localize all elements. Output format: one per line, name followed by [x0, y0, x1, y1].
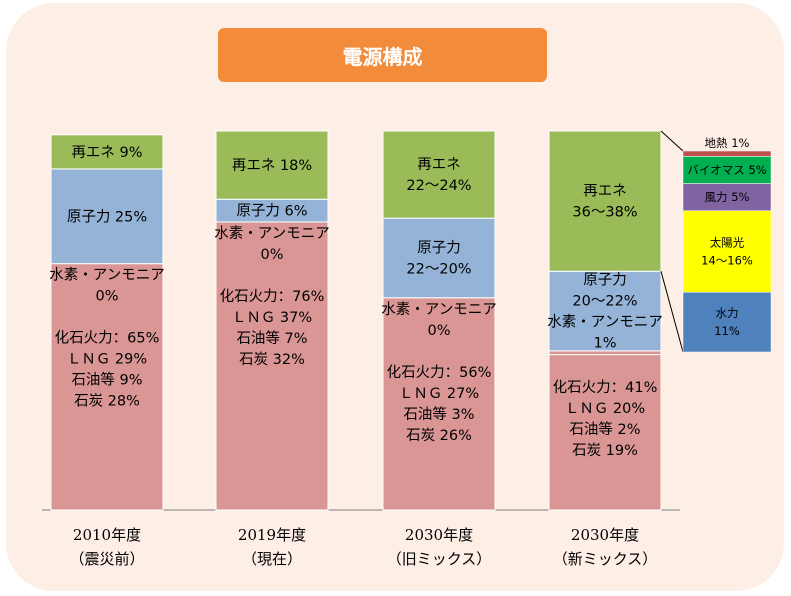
- data-label: 化石火力：65%: [55, 330, 160, 347]
- bar-segment-再エネ: [382, 130, 496, 219]
- bar-segment-化石火力: [548, 354, 662, 511]
- data-label: 石炭 26%: [406, 427, 472, 444]
- data-label: 1%: [593, 336, 616, 352]
- breakdown-segment-風力 5%: [682, 183, 772, 212]
- connector-line: [660, 130, 684, 152]
- data-label: 石油等 2%: [569, 420, 640, 438]
- data-label: 再エネ: [417, 156, 461, 173]
- breakdown-segment-バイオマス 5%: [682, 156, 772, 184]
- data-label: 石炭 32%: [239, 351, 305, 368]
- bar-segment-原子力: [50, 168, 164, 265]
- category-label: （震災前）: [69, 550, 144, 568]
- bar-segment-再エネ: [215, 130, 329, 200]
- category-label: 2030年度: [405, 526, 473, 544]
- chart-title-box: 電源構成: [218, 28, 547, 82]
- category-label: 2010年度: [73, 526, 141, 544]
- breakdown-segment-太陽光 14～16%: [682, 210, 772, 293]
- category-label: 2030年度: [571, 526, 639, 544]
- data-label: 原子力 6%: [236, 203, 307, 220]
- data-label: 36～38%: [572, 205, 637, 221]
- data-label: 原子力 25%: [67, 208, 147, 225]
- bar-segment-原子力: [382, 217, 496, 299]
- bar-segment-化石火力: [382, 297, 496, 511]
- chart-title: 電源構成: [342, 44, 423, 69]
- data-label: 0%: [427, 323, 450, 339]
- data-label: 石炭 19%: [572, 442, 638, 459]
- data-label: 再エネ 18%: [232, 157, 312, 174]
- data-label: 0%: [260, 247, 283, 263]
- data-label: 再エネ 9%: [71, 144, 142, 161]
- breakdown-label: 地熱 1%: [705, 136, 750, 150]
- connector-line: [660, 271, 684, 353]
- category-label: （旧ミックス）: [387, 550, 492, 568]
- bar-segment-再エネ: [548, 130, 662, 272]
- data-label: 22～24%: [406, 178, 471, 194]
- breakdown-label: 14～16%: [701, 254, 753, 268]
- data-label: 水素・アンモニア: [381, 301, 496, 318]
- data-label: 0%: [95, 289, 118, 305]
- data-label: 22～20%: [406, 261, 471, 277]
- data-label: ＬＮＧ 37%: [232, 310, 312, 326]
- data-label: 20～22%: [572, 294, 637, 310]
- category-label: （現在）: [242, 550, 302, 568]
- data-label: 化石火力：41%: [553, 379, 658, 396]
- data-label: 水素・アンモニア: [49, 267, 164, 284]
- data-label: ＬＮＧ 27%: [399, 386, 479, 402]
- category-label: 2019年度: [238, 526, 306, 544]
- breakdown-label: 水力: [716, 306, 739, 320]
- data-label: 原子力: [583, 272, 627, 289]
- data-label: 石油等 7%: [236, 329, 307, 347]
- breakdown-segment-水力 11%: [682, 291, 772, 353]
- bar-segment-再エネ: [50, 134, 164, 170]
- data-label: ＬＮＧ 20%: [565, 401, 645, 417]
- data-label: 石炭 28%: [74, 393, 140, 410]
- breakdown-label: 風力 5%: [705, 190, 750, 204]
- data-label: 原子力: [417, 239, 461, 256]
- data-label: 石油等 9%: [71, 371, 142, 389]
- data-label: 水素・アンモニア: [214, 225, 329, 242]
- data-label: 化石火力：56%: [387, 364, 492, 381]
- breakdown-label: 太陽光: [710, 236, 745, 250]
- data-label: 再エネ: [583, 183, 627, 200]
- data-label: 水素・アンモニア: [547, 314, 662, 331]
- category-label: （新ミックス）: [553, 550, 658, 568]
- breakdown-label: バイオマス 5%: [687, 163, 766, 177]
- breakdown-segment-地熱 1%: [682, 150, 772, 157]
- breakdown-label: 11%: [714, 324, 740, 338]
- bar-segment-原子力: [548, 270, 662, 352]
- data-label: 化石火力：76%: [220, 288, 325, 305]
- data-label: ＬＮＧ 29%: [67, 352, 147, 368]
- bar-segment-化石火力: [215, 221, 329, 511]
- data-label: 石油等 3%: [403, 405, 474, 423]
